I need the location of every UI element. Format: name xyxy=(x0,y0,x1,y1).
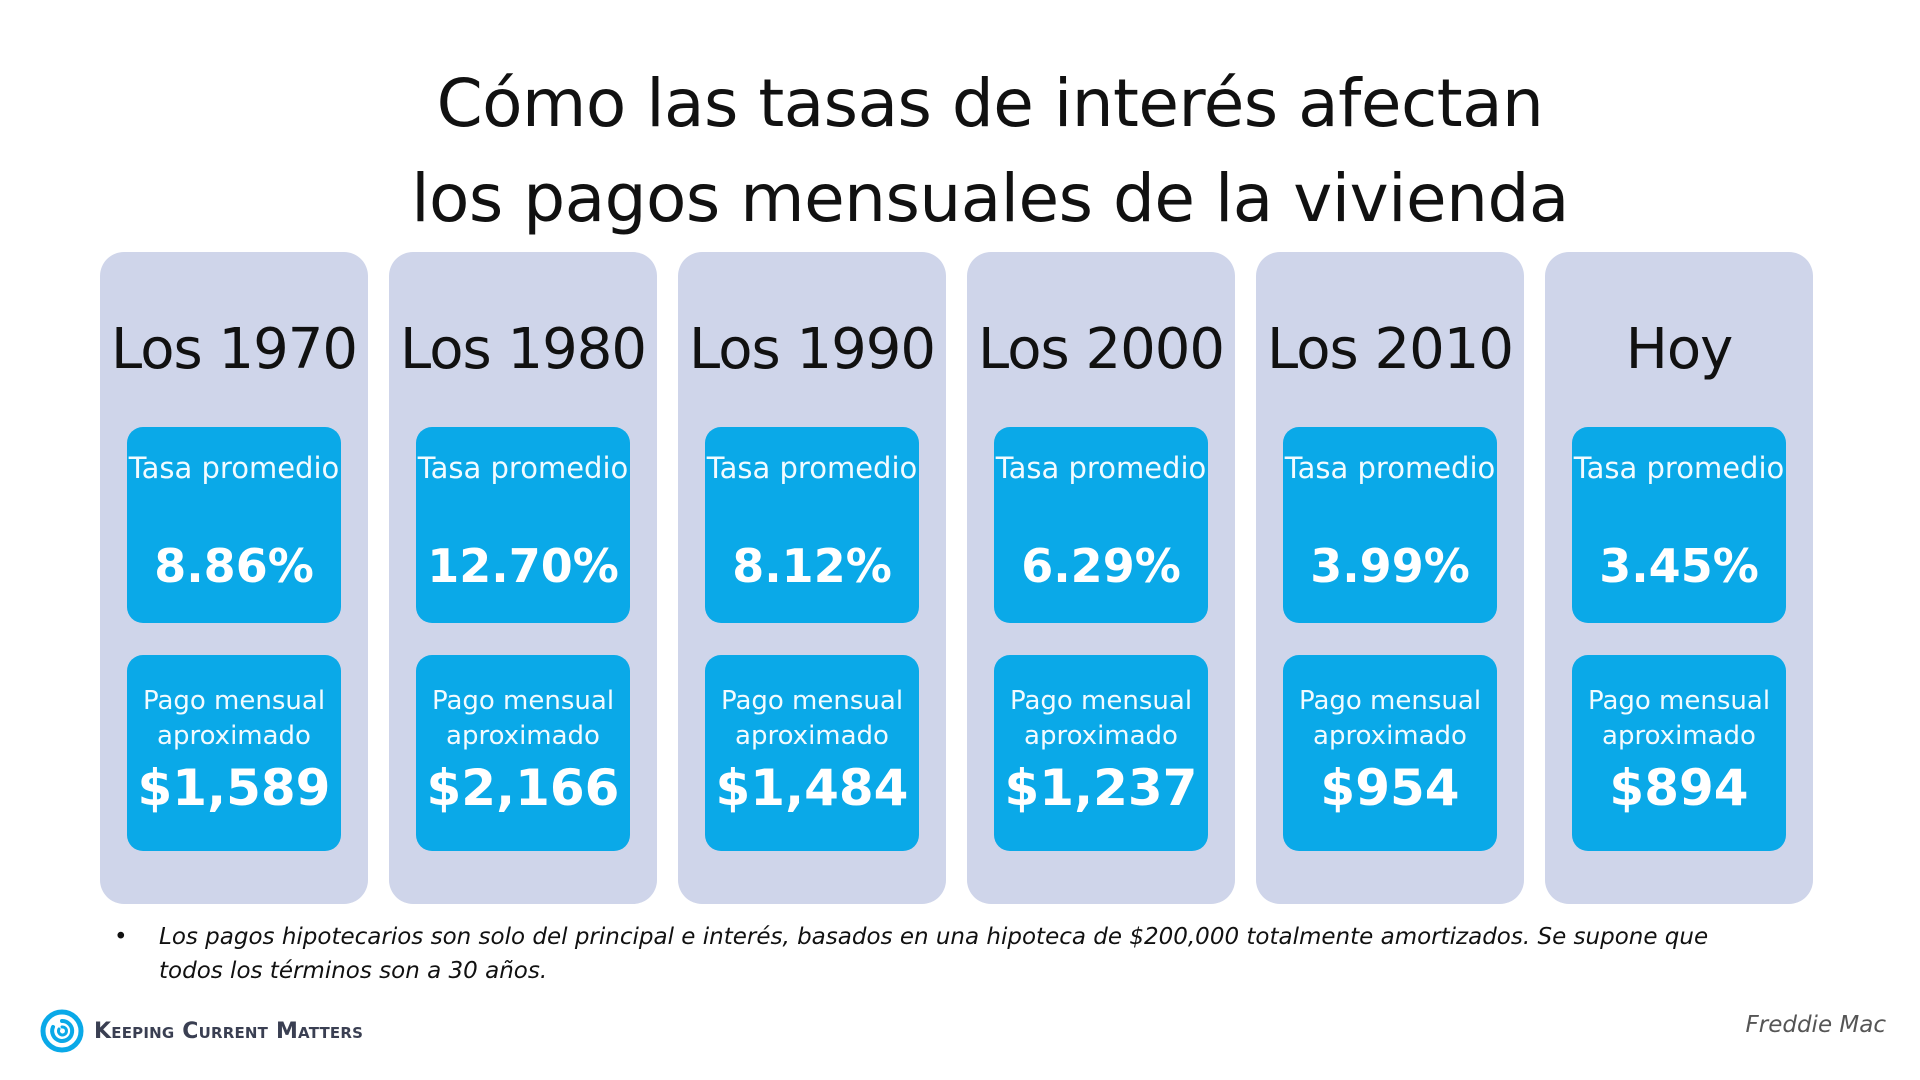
rate-box: Tasa promedio 8.86% xyxy=(127,427,341,623)
rate-label: Tasa promedio xyxy=(1284,451,1496,485)
decade-columns: Los 1970 Tasa promedio 8.86% Pago mensual a… xyxy=(100,252,1818,904)
page-title: Cómo las tasas de interés afectan los pa… xyxy=(0,56,1920,246)
payment-value: $954 xyxy=(1320,759,1460,817)
rate-label: Tasa promedio xyxy=(128,451,340,485)
payment-box: Pago mensual aproximado $1,589 xyxy=(127,655,341,851)
decade-column: Los 2000 Tasa promedio 6.29% Pago mensual a… xyxy=(967,252,1235,904)
payment-value: $2,166 xyxy=(426,759,620,817)
rate-box: Tasa promedio 8.12% xyxy=(705,427,919,623)
rate-value: 6.29% xyxy=(1021,539,1181,593)
rate-value: 8.12% xyxy=(732,539,892,593)
payment-value: $1,589 xyxy=(137,759,331,817)
decade-label: Los 1980 xyxy=(400,317,647,382)
title-line-2: los pagos mensuales de la vivienda xyxy=(411,160,1569,237)
rate-label: Tasa promedio xyxy=(417,451,629,485)
payment-label: Pago mensual aproximado xyxy=(720,686,904,751)
payment-label: Pago mensual aproximado xyxy=(1009,686,1193,751)
decade-label: Hoy xyxy=(1625,317,1734,382)
decade-label: Los 2010 xyxy=(1267,317,1514,382)
rate-box: Tasa promedio 12.70% xyxy=(416,427,630,623)
rate-label: Tasa promedio xyxy=(706,451,918,485)
payment-box: Pago mensual aproximado $954 xyxy=(1283,655,1497,851)
rate-value: 12.70% xyxy=(427,539,619,593)
payment-label: Pago mensual aproximado xyxy=(1298,686,1482,751)
payment-label: Pago mensual aproximado xyxy=(1587,686,1771,751)
payment-value: $894 xyxy=(1609,759,1749,817)
rate-value: 8.86% xyxy=(154,539,314,593)
payment-box: Pago mensual aproximado $1,484 xyxy=(705,655,919,851)
payment-label: Pago mensual aproximado xyxy=(431,686,615,751)
rate-label: Tasa promedio xyxy=(1573,451,1785,485)
rate-value: 3.45% xyxy=(1599,539,1759,593)
brand-name: Keeping Current Matters xyxy=(94,1018,364,1044)
decade-column: Los 1980 Tasa promedio 12.70% Pago mensual … xyxy=(389,252,657,904)
decade-label: Los 1990 xyxy=(689,317,936,382)
rate-box: Tasa promedio 3.99% xyxy=(1283,427,1497,623)
rate-label: Tasa promedio xyxy=(995,451,1207,485)
decade-column: Los 1990 Tasa promedio 8.12% Pago mensual a… xyxy=(678,252,946,904)
payment-label: Pago mensual aproximado xyxy=(142,686,326,751)
payment-value: $1,237 xyxy=(1004,759,1198,817)
footnote-bullet: • xyxy=(114,924,128,950)
decade-column: Los 2010 Tasa promedio 3.99% Pago mensual a… xyxy=(1256,252,1524,904)
payment-box: Pago mensual aproximado $894 xyxy=(1572,655,1786,851)
decade-label: Los 1970 xyxy=(111,317,358,382)
brand-logo: Keeping Current Matters xyxy=(40,1008,363,1054)
payment-box: Pago mensual aproximado $2,166 xyxy=(416,655,630,851)
decade-column: Los 1970 Tasa promedio 8.86% Pago mensual a… xyxy=(100,252,368,904)
payment-box: Pago mensual aproximado $1,237 xyxy=(994,655,1208,851)
rate-box: Tasa promedio 6.29% xyxy=(994,427,1208,623)
payment-value: $1,484 xyxy=(715,759,909,817)
source-credit: Freddie Mac xyxy=(1745,1012,1886,1038)
rate-value: 3.99% xyxy=(1310,539,1470,593)
decade-label: Los 2000 xyxy=(978,317,1225,382)
title-line-1: Cómo las tasas de interés afectan xyxy=(436,65,1544,142)
footnote-text: Los pagos hipotecarios son solo del prin… xyxy=(159,924,1709,984)
rate-box: Tasa promedio 3.45% xyxy=(1572,427,1786,623)
swirl-logo-icon xyxy=(40,1009,84,1053)
footnote: • Los pagos hipotecarios son solo del pr… xyxy=(114,920,1754,988)
decade-column: Hoy Tasa promedio 3.45% Pago mensual aproxi… xyxy=(1545,252,1813,904)
